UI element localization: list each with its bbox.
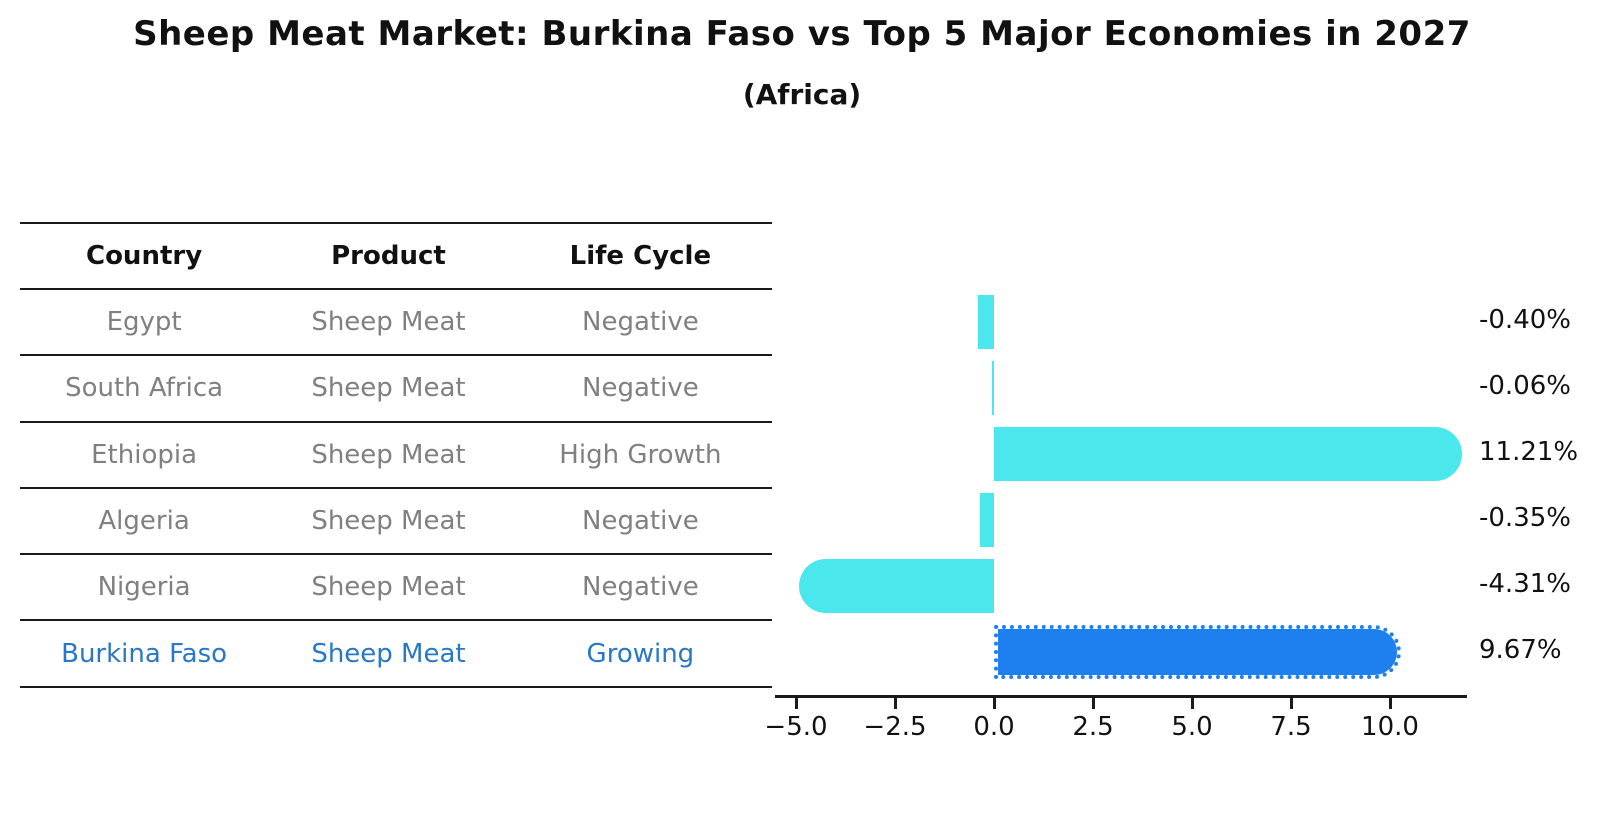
table-cell-lifecycle: High Growth [559, 439, 722, 470]
table-header-cell: Life Cycle [569, 241, 712, 271]
bar-value-label: 11.21% [1479, 437, 1579, 467]
bar-nigeria [799, 559, 994, 613]
page-subtitle: (Africa) [742, 78, 862, 111]
table-cell-lifecycle: Negative [582, 572, 699, 603]
bar-ethiopia [994, 427, 1462, 481]
table-row: Burkina Faso Sheep Meat Growing [20, 621, 772, 688]
bar-south-africa [991, 361, 994, 415]
table-cell-country: Nigeria [97, 572, 191, 603]
bar-burkina-faso [994, 625, 1401, 679]
bar-value-label: -0.35% [1479, 503, 1571, 533]
comparison-table: Country Product Life Cycle Egypt Sheep Meat N… [20, 222, 772, 688]
bar-value-label: -0.06% [1479, 371, 1571, 401]
table-row: Algeria Sheep Meat Negative [20, 489, 772, 556]
x-axis-line [775, 695, 1467, 698]
table-cell-product: Sheep Meat [311, 373, 466, 404]
x-axis-tick [1091, 698, 1095, 709]
x-axis-tick [893, 698, 897, 709]
x-axis-tick-label: −2.5 [863, 712, 927, 742]
page-title: Sheep Meat Market: Burkina Faso vs Top 5… [133, 14, 1471, 54]
x-axis-tick-label: −5.0 [764, 712, 828, 742]
x-axis-tick [1289, 698, 1293, 709]
x-axis-tick [794, 698, 798, 709]
x-axis-tick [992, 698, 996, 709]
bar-algeria [980, 493, 994, 547]
table-cell-country: Algeria [98, 506, 190, 537]
table-cell-country: South Africa [65, 373, 224, 404]
table-row: South Africa Sheep Meat Negative [20, 356, 772, 423]
table-cell-lifecycle: Growing [586, 638, 695, 669]
bar-egypt [978, 295, 994, 349]
table-cell-product: Sheep Meat [311, 572, 466, 603]
table-header-cell: Product [331, 241, 446, 271]
table-header-row: Country Product Life Cycle [20, 224, 772, 290]
table-row: Egypt Sheep Meat Negative [20, 290, 772, 357]
table-cell-country: Ethiopia [91, 439, 198, 470]
bar-value-label: 9.67% [1479, 635, 1562, 665]
table-cell-product: Sheep Meat [311, 506, 466, 537]
x-axis-tick-label: 10.0 [1361, 712, 1419, 742]
table-cell-product: Sheep Meat [311, 307, 466, 338]
table-cell-product: Sheep Meat [311, 638, 466, 669]
x-axis-tick-label: 2.5 [1072, 712, 1114, 742]
x-axis-tick-label: 5.0 [1171, 712, 1213, 742]
table-cell-lifecycle: Negative [582, 506, 699, 537]
table-cell-country: Burkina Faso [61, 638, 228, 669]
table-header-cell: Country [85, 241, 203, 271]
table-cell-product: Sheep Meat [311, 439, 466, 470]
x-axis-tick [1190, 698, 1194, 709]
bar-value-label: -4.31% [1479, 569, 1571, 599]
x-axis-tick-label: 7.5 [1270, 712, 1312, 742]
x-axis-tick [1388, 698, 1392, 709]
bar-value-label: -0.40% [1479, 305, 1571, 335]
table-cell-lifecycle: Negative [582, 373, 699, 404]
table-cell-lifecycle: Negative [582, 307, 699, 338]
x-axis-tick-label: 0.0 [973, 712, 1015, 742]
table-row: Nigeria Sheep Meat Negative [20, 555, 772, 622]
table-cell-country: Egypt [106, 307, 182, 338]
table-row: Ethiopia Sheep Meat High Growth [20, 423, 772, 489]
